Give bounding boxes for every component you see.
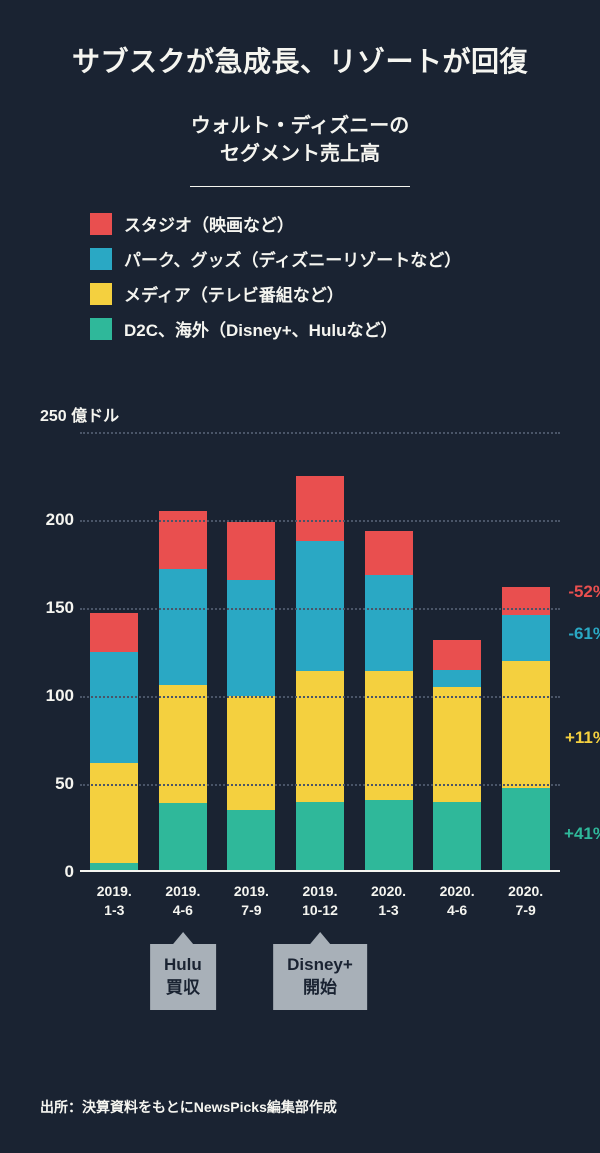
grid-line	[80, 520, 560, 522]
source-note: 出所：決算資料をもとにNewsPicks編集部作成	[40, 1097, 337, 1117]
grid-line	[80, 432, 560, 434]
legend-swatch	[90, 283, 112, 305]
grid-line	[80, 696, 560, 698]
legend-item: D2C、海外（Disney+、Huluなど）	[90, 316, 510, 341]
bar-column: 2019.1-3	[90, 613, 138, 872]
legend-swatch	[90, 248, 112, 270]
x-tick-label: 2020.4-6	[440, 882, 475, 920]
subtitle-divider	[190, 186, 410, 187]
bar-segment-d2c	[296, 802, 344, 872]
grid-line	[80, 784, 560, 786]
bar-column: 2019.4-6	[159, 511, 207, 872]
bar-segment-parks	[296, 541, 344, 671]
x-axis-line	[80, 870, 560, 872]
bar-segment-d2c	[433, 802, 481, 872]
bar-column: 2020.4-6	[433, 640, 481, 872]
legend-label: パーク、グッズ（ディズニーリゾートなど）	[124, 246, 461, 271]
bar-segment-studio	[90, 613, 138, 652]
callout-box: Disney+開始	[273, 944, 367, 1010]
bar-segment-media	[296, 671, 344, 801]
y-tick-label: 100	[36, 686, 74, 706]
bar-segment-parks	[365, 575, 413, 672]
percent-change-label: -61%	[568, 624, 600, 644]
grid-line	[80, 608, 560, 610]
y-tick-label: 200	[36, 510, 74, 530]
y-unit-label: 億ドル	[67, 408, 119, 425]
y-tick-label: 50	[36, 774, 74, 794]
bar-segment-parks	[90, 652, 138, 763]
x-tick-label: 2019.7-9	[234, 882, 269, 920]
legend-swatch	[90, 318, 112, 340]
bar-segment-parks	[227, 580, 275, 696]
subtitle-line-2: セグメント売上高	[220, 143, 380, 165]
chart-title: サブスクが急成長、リゾートが回復	[0, 0, 600, 80]
bar-segment-d2c	[159, 803, 207, 872]
bar-segment-studio	[365, 531, 413, 575]
legend-item: パーク、グッズ（ディズニーリゾートなど）	[90, 246, 510, 271]
y-tick-label: 0	[36, 862, 74, 882]
y-max-value: 250	[40, 408, 67, 425]
subtitle-line-1: ウォルト・ディズニーの	[191, 115, 410, 137]
legend: スタジオ（映画など） パーク、グッズ（ディズニーリゾートなど） メディア（テレビ番組…	[90, 211, 510, 341]
callout-box: Hulu買収	[150, 944, 216, 1010]
x-tick-label: 2019.4-6	[165, 882, 200, 920]
percent-change-label: +41%	[564, 824, 600, 844]
bar-segment-parks	[159, 569, 207, 685]
x-tick-label: 2019.1-3	[97, 882, 132, 920]
chart-subtitle: ウォルト・ディズニーの セグメント売上高	[0, 112, 600, 168]
bar-segment-media	[365, 671, 413, 799]
legend-label: スタジオ（映画など）	[124, 211, 294, 236]
bar-segment-media	[227, 696, 275, 810]
legend-label: メディア（テレビ番組など）	[124, 281, 344, 306]
legend-item: スタジオ（映画など）	[90, 211, 510, 236]
bar-segment-d2c	[502, 788, 550, 872]
x-tick-label: 2020.7-9	[508, 882, 543, 920]
bar-segment-d2c	[227, 810, 275, 872]
legend-label: D2C、海外（Disney+、Huluなど）	[124, 316, 397, 341]
bar-segment-media	[502, 661, 550, 788]
legend-item: メディア（テレビ番組など）	[90, 281, 510, 306]
y-tick-label: 150	[36, 598, 74, 618]
bar-segment-studio	[502, 587, 550, 615]
chart-area: 250 億ドル 2019.1-3 2019.4-6 2019.7-9 2019.10-…	[40, 402, 560, 932]
bar-segment-studio	[227, 522, 275, 580]
bars-container: 2019.1-32019.4-62019.7-92019.10-122020.1…	[80, 432, 560, 872]
percent-change-label: -52%	[568, 582, 600, 602]
percent-change-label: +11%	[565, 728, 600, 748]
bar-segment-media	[90, 763, 138, 863]
bar-column: 2020.1-3	[365, 531, 413, 872]
bar-segment-parks	[433, 670, 481, 688]
x-tick-label: 2020.1-3	[371, 882, 406, 920]
bar-column: 2019.10-12	[296, 476, 344, 872]
bar-segment-d2c	[365, 800, 413, 872]
legend-swatch	[90, 213, 112, 235]
bar-column: 2020.7-9	[502, 587, 550, 872]
y-axis-unit: 250 億ドル	[40, 402, 119, 426]
x-tick-label: 2019.10-12	[302, 882, 338, 920]
bar-segment-studio	[433, 640, 481, 670]
bar-segment-studio	[296, 476, 344, 541]
bar-segment-parks	[502, 615, 550, 661]
plot-area: 2019.1-32019.4-62019.7-92019.10-122020.1…	[80, 432, 560, 872]
